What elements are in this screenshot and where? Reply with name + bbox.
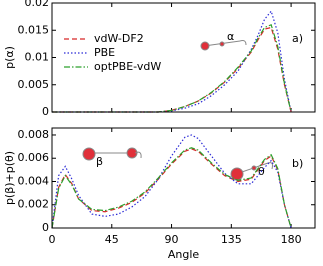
series-line [51,134,292,229]
series-line [51,147,292,229]
series-line [52,23,292,113]
y-tick-label: 0.006 [18,151,50,164]
molecule-icon [82,40,273,181]
y-axis-label: p(α) [3,46,16,69]
series-line [51,148,292,229]
annotation: β [96,155,103,168]
series-line [52,26,292,113]
x-tick-label: 45 [105,233,119,246]
plot-frame [51,2,316,113]
legend-label: optPBE-vdW [94,60,161,73]
series-line [52,9,292,113]
y-tick-label: 0.01 [25,51,50,64]
x-axis-label: Angle [168,248,200,261]
x-tick-label: 0 [49,233,56,246]
y-tick-label: 0.02 [25,0,50,9]
y-axis-label: p(β)+p(θ) [3,151,16,205]
x-tick-label: 180 [281,233,302,246]
plot-frame [51,127,316,229]
y-tick-label: 0.005 [18,78,50,91]
annotation: α [227,30,234,43]
y-tick-label: 0 [42,221,49,234]
legend-label: PBE [94,46,115,59]
y-tick-label: 0.002 [18,198,50,211]
y-tick-label: 0.008 [18,128,50,141]
y-tick-label: 0 [42,105,49,118]
legend-label: vdW-DF2 [94,32,144,45]
y-tick-label: 0.015 [18,23,50,36]
panel-label: b) [292,157,303,170]
x-tick-label: 90 [165,233,179,246]
panel-label: a) [292,32,303,45]
x-tick-label: 135 [221,233,242,246]
y-tick-label: 0.004 [18,174,50,187]
